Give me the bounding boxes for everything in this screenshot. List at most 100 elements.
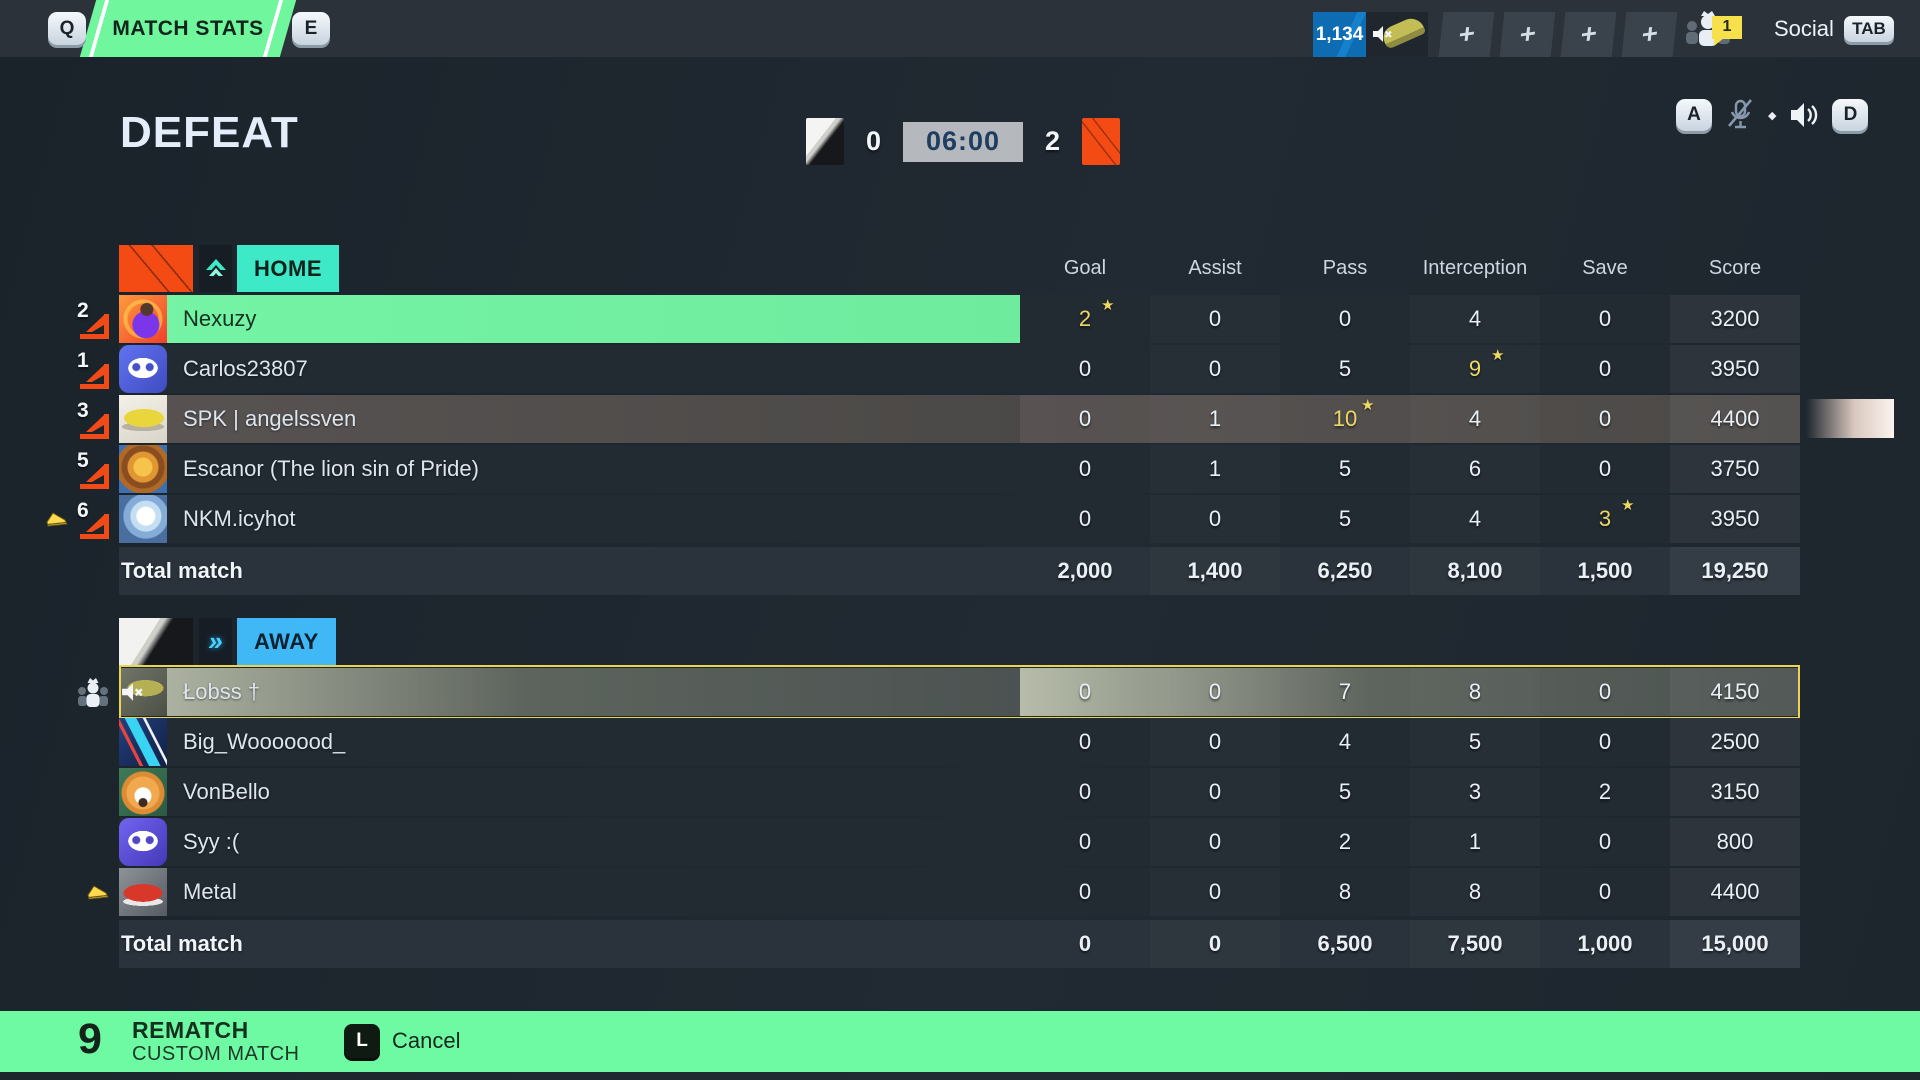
away-player-row[interactable]: VonBello 0 0 5 3 2 3150 [60, 768, 1800, 816]
home-flag [119, 245, 193, 292]
stat-value: 0 [1598, 456, 1612, 481]
stat-value: 6 [1468, 456, 1482, 481]
away-player-row[interactable]: Syy :(0 0 2 1 0 800 [60, 818, 1800, 866]
total-stat-value: 6,250 [1317, 558, 1373, 583]
stat-cell: 3150 [1670, 768, 1800, 816]
column-header-assist: Assist [1188, 257, 1242, 279]
stat-cell: 0 [1540, 295, 1670, 343]
stat-cell: 1 [1150, 395, 1280, 443]
boot-award-icon [45, 510, 69, 528]
stat-value: 0 [1598, 406, 1612, 431]
player-avatar [119, 718, 167, 766]
stat-value: 4150 [1710, 679, 1760, 704]
stat-value: 3950 [1710, 506, 1760, 531]
player-stats: 0 0 8 8 0 4400 [1020, 868, 1800, 916]
player-name: Metal [183, 879, 237, 904]
stat-cell: 0 [1150, 818, 1280, 866]
home-player-row[interactable]: 3 SPK | angelssven 0 1 10 ★ 4 0 4400 [60, 395, 1800, 443]
rematch-label: REMATCH [132, 1017, 249, 1043]
stat-value: 2500 [1710, 729, 1760, 754]
away-player-row[interactable]: Big_Wooooood_ 0 0 4 5 0 2500 [60, 718, 1800, 766]
home-player-row[interactable]: 5 Escanor (The lion sin of Pride) 0 1 5 6 0 375… [60, 445, 1800, 493]
player-avatar [119, 445, 167, 493]
player-stats: 2 ★ 0 0 4 0 3200 [1020, 295, 1800, 343]
stat-cell: 6 [1410, 445, 1540, 493]
stat-value: 3950 [1710, 356, 1760, 381]
stat-value: 2 [1078, 306, 1092, 331]
cancel-action[interactable]: L Cancel [344, 1024, 460, 1058]
jersey-number: 6 [77, 499, 89, 522]
boot-award-icon [86, 883, 110, 901]
stat-cell: 0 [1020, 868, 1150, 916]
jersey-number: 2 [77, 299, 89, 322]
plus-icon: + [1517, 18, 1538, 50]
stat-value: 4 [1468, 506, 1482, 531]
column-header-save: Save [1582, 257, 1628, 279]
stat-value: 2 [1338, 829, 1352, 854]
stat-cell: 0 [1020, 445, 1150, 493]
away-player-row[interactable]: Łobss † 0 0 7 8 0 4150 [60, 665, 1800, 719]
jersey-number: 1 [77, 349, 89, 372]
total-stat-cell: 6,500 [1280, 920, 1410, 968]
row-gutter: 1 [60, 345, 119, 393]
social-button[interactable]: 1 Social TAB [1680, 0, 1894, 57]
total-stat-value: 0 [1208, 931, 1222, 956]
player-stats: 0 1 5 6 0 3750 [1020, 445, 1800, 493]
away-total-row: Total match 0 0 6,500 7,500 1,000 15,000 [60, 920, 1800, 968]
key-hint-q: Q [48, 12, 86, 45]
home-player-row[interactable]: 2 Nexuzy 2 ★ 0 0 4 0 3200 [60, 295, 1800, 343]
stat-value: 5 [1338, 779, 1352, 804]
away-player-row[interactable]: Metal 0 0 8 8 0 4400 [60, 868, 1800, 916]
home-player-row[interactable]: 1 Carlos23807 0 0 5 9 ★ 0 3950 [60, 345, 1800, 393]
stat-value: 0 [1078, 456, 1092, 481]
player-stats: 0 1 10 ★ 4 0 4400 [1020, 395, 1800, 443]
total-stat-cell: 1,000 [1540, 920, 1670, 968]
stat-value: 2 [1598, 779, 1612, 804]
player-name-cell: Escanor (The lion sin of Pride) [119, 445, 1020, 493]
add-slot-button-2[interactable]: + [1499, 12, 1556, 57]
add-slot-button-3[interactable]: + [1560, 12, 1617, 57]
microphone-muted-icon[interactable] [1725, 98, 1755, 132]
stat-cell: 4150 [1670, 668, 1800, 716]
stat-cell: 4400 [1670, 395, 1800, 443]
add-slot-button-1[interactable]: + [1438, 12, 1495, 57]
cancel-label: Cancel [392, 1028, 461, 1053]
best-stat-star-icon: ★ [1361, 397, 1375, 414]
player-stats: 0 0 5 3 2 3150 [1020, 768, 1800, 816]
player-name: Escanor (The lion sin of Pride) [183, 456, 479, 481]
player-name-cell: NKM.icyhot [119, 495, 1020, 543]
stat-cell: 8 [1410, 868, 1540, 916]
stat-value: 0 [1208, 506, 1222, 531]
speaker-on-icon[interactable] [1789, 101, 1819, 129]
row-gutter [60, 547, 119, 595]
stat-value: 0 [1078, 779, 1092, 804]
muted-boot-tile[interactable] [1366, 12, 1428, 57]
rematch-countdown: 9 [78, 1015, 102, 1063]
player-stats: 0 0 5 9 ★ 0 3950 [1020, 345, 1800, 393]
home-team-logo-icon [199, 245, 232, 292]
stat-value: 0 [1208, 306, 1222, 331]
stat-cell: 3 [1410, 768, 1540, 816]
tab-match-stats[interactable]: MATCH STATS [79, 0, 297, 57]
add-slot-button-4[interactable]: + [1621, 12, 1678, 57]
stat-value: 4 [1468, 306, 1482, 331]
stat-cell: 4 [1280, 718, 1410, 766]
total-stat-value: 1,000 [1577, 931, 1633, 956]
plus-icon: + [1578, 18, 1599, 50]
stat-cell: 5 [1410, 718, 1540, 766]
sound-controls: A ◆ D [1676, 98, 1869, 132]
stat-cell: 0 [1540, 668, 1670, 716]
home-player-row[interactable]: 6 NKM.icyhot 0 0 5 4 3 ★ 3950 [46, 495, 1800, 543]
total-stat-value: 8,100 [1447, 558, 1503, 583]
stat-value: 3 [1468, 779, 1482, 804]
column-header-pass: Pass [1322, 257, 1368, 279]
stat-cell: 4 [1410, 295, 1540, 343]
stat-cell: 3950 [1670, 495, 1800, 543]
player-avatar [119, 768, 167, 816]
away-score: 0 [866, 126, 882, 156]
rematch-action[interactable]: REMATCH CUSTOM MATCH [132, 1017, 299, 1066]
stat-cell: 4400 [1670, 868, 1800, 916]
currency-counter[interactable]: 1,134 [1313, 12, 1366, 57]
stat-value: 0 [1598, 306, 1612, 331]
